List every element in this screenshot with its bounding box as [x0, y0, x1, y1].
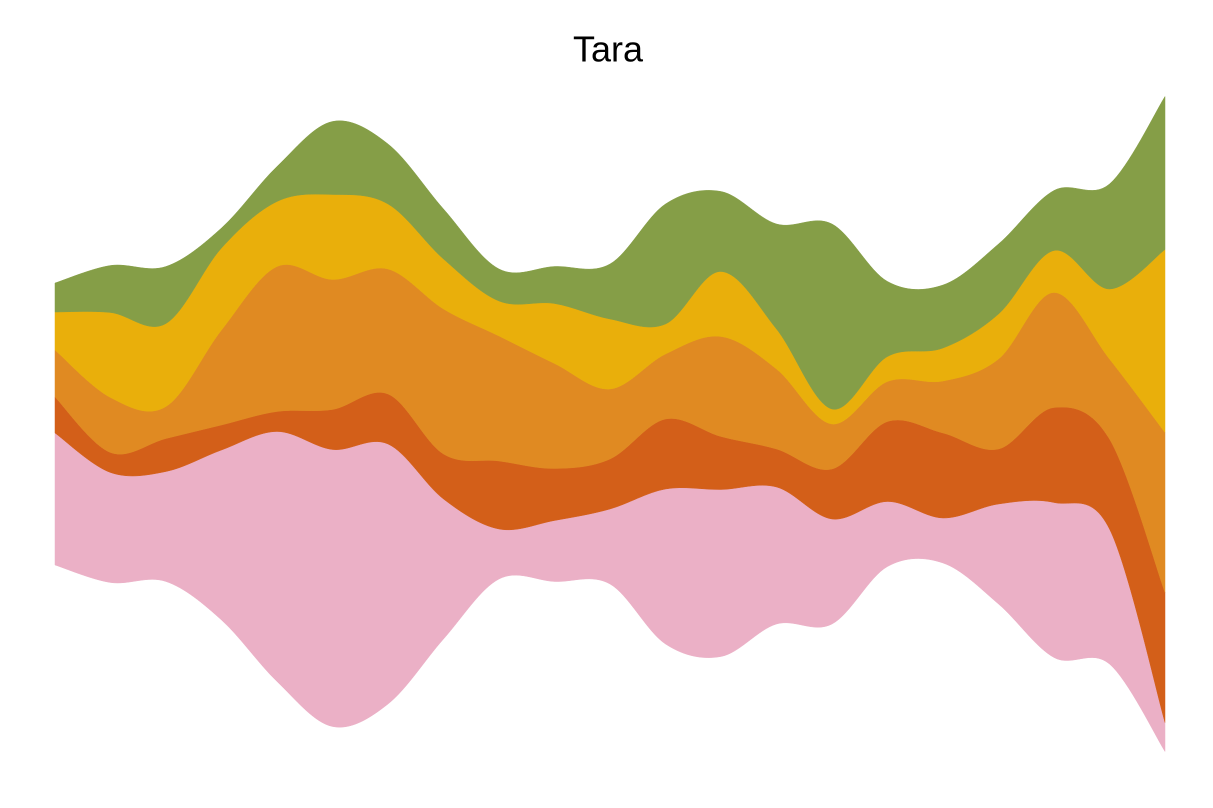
stream-layers [54, 95, 1166, 753]
stream-layer [54, 95, 1166, 410]
chart-title: Tara [573, 29, 644, 70]
